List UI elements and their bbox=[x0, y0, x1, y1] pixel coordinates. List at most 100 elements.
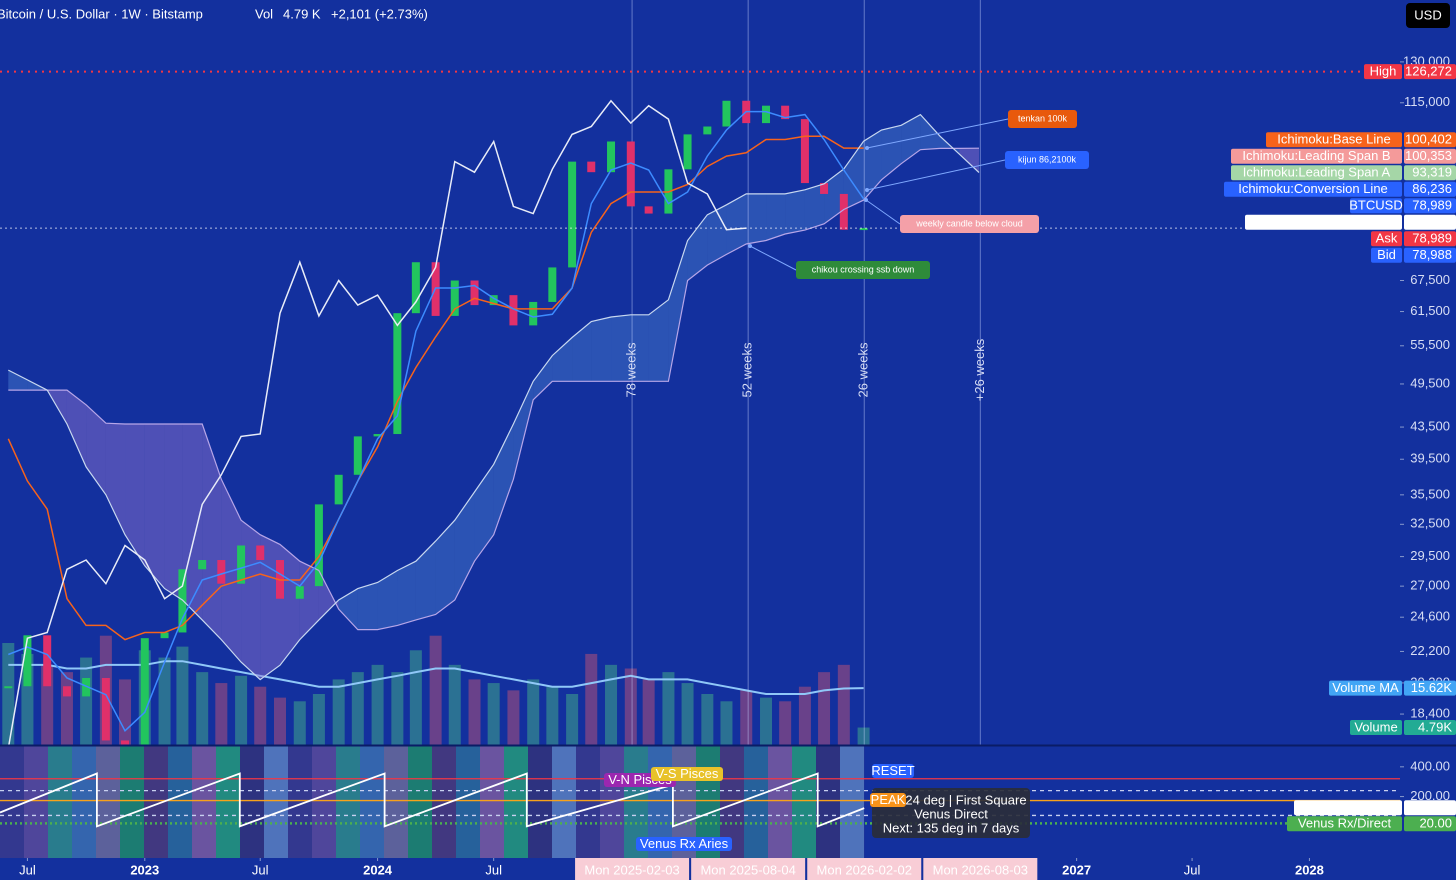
ichimoku-line bbox=[7, 135, 864, 641]
candle bbox=[644, 206, 653, 214]
volume-ma bbox=[8, 660, 864, 695]
volume-bar bbox=[332, 679, 345, 745]
volume-bar bbox=[80, 657, 93, 745]
cloud-fill bbox=[920, 114, 941, 150]
volume-bar bbox=[351, 672, 364, 745]
candle bbox=[607, 141, 616, 173]
tag-value-box bbox=[1404, 64, 1456, 80]
cloud-fill bbox=[552, 337, 573, 382]
cloud-fill bbox=[144, 424, 165, 589]
phase-stripe bbox=[336, 746, 360, 858]
marker-text: V-S Pisces bbox=[656, 766, 719, 781]
candle bbox=[43, 635, 52, 687]
x-tick-label: Jul bbox=[252, 862, 269, 877]
cloud-fill bbox=[533, 355, 553, 400]
x-tick-label: 2028 bbox=[1295, 862, 1324, 877]
tag-value: 78,988 bbox=[1412, 247, 1452, 262]
volume-bar bbox=[681, 683, 694, 745]
tag-name: Venus Rx/Direct bbox=[1298, 816, 1392, 831]
cloud-fill bbox=[785, 189, 805, 234]
cloud-fill bbox=[435, 520, 455, 615]
y-tick-label: 115,000 bbox=[1404, 94, 1450, 109]
candle bbox=[334, 474, 343, 505]
candle bbox=[839, 193, 848, 230]
volume-bar bbox=[196, 672, 209, 745]
cloud-fill bbox=[377, 570, 398, 630]
ichimoku-line bbox=[8, 113, 980, 681]
tag-value: 20.00 bbox=[1419, 816, 1452, 831]
marker-text: PEAK bbox=[871, 792, 906, 807]
candle bbox=[470, 280, 479, 306]
tag-name-box bbox=[1350, 720, 1402, 736]
tag-value: 78,989 bbox=[1412, 231, 1452, 246]
candle bbox=[4, 686, 13, 689]
tag-value: 4.79K bbox=[1418, 719, 1452, 734]
candle bbox=[411, 262, 420, 314]
volume-bar bbox=[642, 679, 655, 745]
volume-bar bbox=[312, 694, 325, 745]
tag-name-box bbox=[1350, 198, 1402, 214]
tag-name-box bbox=[1371, 247, 1402, 263]
phase-stripe bbox=[384, 746, 408, 858]
candle bbox=[800, 119, 809, 184]
candle bbox=[217, 560, 226, 584]
phase-stripe bbox=[0, 746, 24, 858]
volume-bar bbox=[818, 672, 831, 745]
candle bbox=[237, 545, 246, 584]
tag-name: Ichimoku:Leading Span B bbox=[1242, 148, 1390, 163]
tag-name-box bbox=[1231, 148, 1402, 164]
volume-bar bbox=[720, 701, 733, 745]
candle bbox=[703, 126, 712, 135]
currency-label[interactable]: USD bbox=[1414, 7, 1441, 22]
cloud-fill bbox=[824, 168, 844, 224]
cloud-fill bbox=[668, 240, 688, 382]
phase-stripe bbox=[72, 746, 96, 858]
volume-bar bbox=[857, 727, 870, 745]
phase-stripe bbox=[456, 746, 480, 858]
vol-label: Vol bbox=[255, 6, 273, 21]
annotation-connector bbox=[865, 199, 901, 225]
volume-bar bbox=[740, 690, 753, 745]
volume-bar bbox=[662, 672, 675, 745]
phase-stripe bbox=[360, 746, 384, 858]
week-label: 78 weeks bbox=[624, 342, 639, 397]
volume-bar bbox=[60, 672, 73, 745]
week-label: 26 weeks bbox=[856, 342, 871, 397]
candle bbox=[529, 301, 538, 326]
cloud-fill bbox=[241, 520, 261, 680]
phase-stripe bbox=[816, 746, 840, 858]
tag-name-box bbox=[1364, 64, 1402, 80]
week-label: 52 weeks bbox=[740, 342, 755, 397]
tag-value: 78,989 bbox=[1412, 214, 1452, 229]
phase-stripe bbox=[744, 746, 768, 858]
y-tick-label: 35,500 bbox=[1410, 486, 1450, 501]
ichimoku-line bbox=[8, 110, 865, 733]
annotation-connector bbox=[749, 245, 797, 271]
candle bbox=[820, 183, 829, 194]
phase-stripe bbox=[528, 746, 552, 858]
tooltip-line: Next: 135 deg in 7 days bbox=[883, 820, 1020, 835]
cloud-fill bbox=[804, 183, 825, 231]
tag-name-box bbox=[1224, 181, 1402, 197]
tag-value-box bbox=[1404, 132, 1456, 148]
cloud-fill bbox=[513, 381, 534, 480]
y-tick-label: 400.00 bbox=[1410, 758, 1450, 773]
volume-bar bbox=[254, 686, 267, 745]
volume-bar bbox=[527, 679, 540, 745]
volume-bar bbox=[2, 643, 15, 745]
y-tick-label: 67,500 bbox=[1410, 272, 1450, 287]
tag-name-box bbox=[1231, 165, 1402, 181]
annotation-box bbox=[900, 215, 1039, 233]
tag-name: Ichimoku:Lagging Span bbox=[1256, 214, 1392, 229]
x-tick-label: Mon 2026-08-03 bbox=[933, 862, 1028, 877]
cloud-fill bbox=[415, 541, 436, 620]
cloud-fill bbox=[572, 321, 592, 382]
currency-button[interactable] bbox=[1406, 3, 1450, 28]
candle bbox=[256, 545, 265, 561]
tag-value-box bbox=[1404, 247, 1456, 263]
phase-stripe bbox=[240, 746, 264, 858]
candle bbox=[101, 678, 110, 741]
cloud-fill bbox=[338, 588, 358, 630]
candle bbox=[198, 560, 207, 570]
